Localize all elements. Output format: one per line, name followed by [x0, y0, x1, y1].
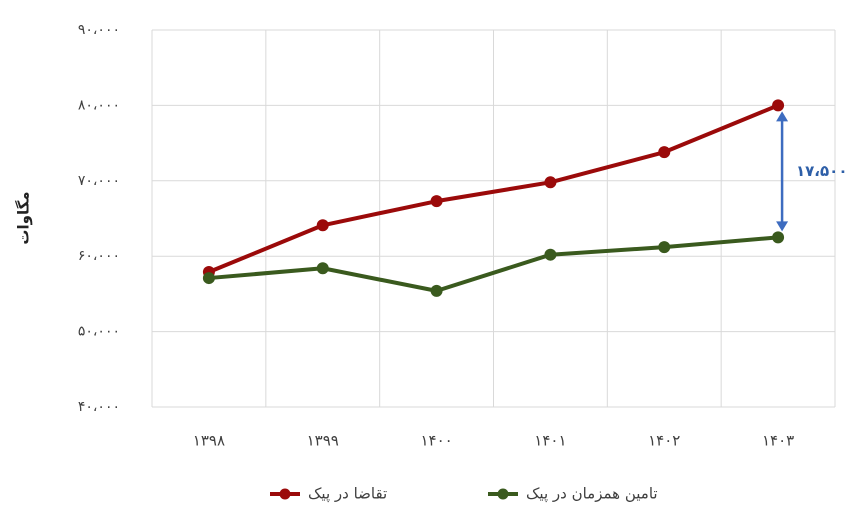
legend-marker	[279, 488, 291, 500]
y-tick-label: ۵۰،۰۰۰	[78, 324, 120, 340]
data-point	[316, 219, 329, 232]
data-point	[658, 146, 671, 159]
arrow-head	[776, 221, 789, 232]
legend-label: تقاضا در پیک	[308, 485, 387, 504]
legend-label: تامین همزمان در پیک	[526, 485, 658, 504]
data-point	[772, 99, 785, 112]
x-tick-label: ۱۴۰۰	[420, 432, 452, 450]
x-tick-label: ۱۳۹۹	[307, 432, 339, 450]
y-tick-label: ۴۰،۰۰۰	[78, 399, 120, 415]
arrow-head	[776, 111, 789, 122]
data-point	[658, 241, 671, 254]
x-tick-label: ۱۴۰۲	[648, 432, 680, 450]
data-point	[544, 248, 557, 261]
y-tick-label: ۸۰،۰۰۰	[78, 97, 120, 113]
data-point	[430, 195, 443, 208]
data-point	[544, 176, 557, 189]
y-tick-label: ۷۰،۰۰۰	[78, 173, 120, 189]
data-point	[202, 272, 215, 285]
annotation-label: ۱۷،۵۰۰	[796, 162, 847, 180]
x-tick-label: ۱۳۹۸	[193, 432, 225, 450]
y-tick-label: ۶۰،۰۰۰	[78, 248, 120, 264]
data-point	[772, 231, 785, 244]
y-axis-label: مگاوات	[15, 191, 33, 244]
x-tick-label: ۱۴۰۳	[762, 432, 794, 450]
data-point	[430, 284, 443, 297]
y-tick-label: ۹۰،۰۰۰	[78, 22, 120, 38]
x-tick-label: ۱۴۰۱	[534, 432, 566, 450]
legend-marker	[497, 488, 509, 500]
data-point	[316, 262, 329, 275]
series-line	[208, 235, 779, 293]
series-line	[208, 103, 779, 274]
